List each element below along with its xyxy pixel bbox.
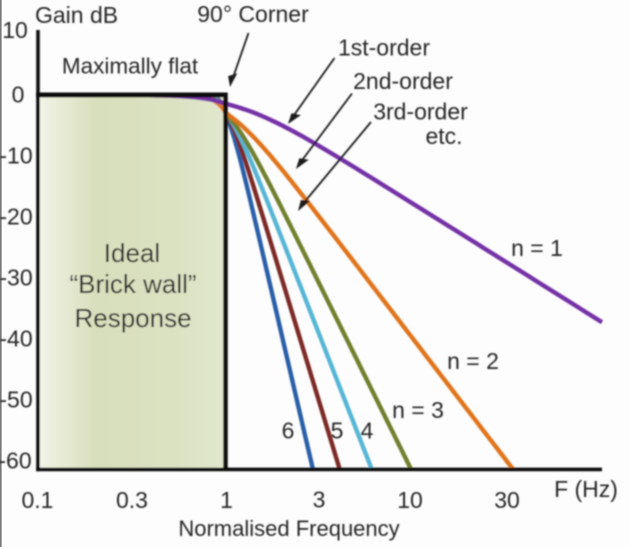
svg-text:30: 30: [494, 487, 520, 513]
svg-text:2nd-order: 2nd-order: [353, 68, 453, 94]
svg-text:-40: -40: [0, 326, 33, 352]
svg-text:10: 10: [397, 487, 423, 513]
svg-text:Ideal: Ideal: [104, 238, 160, 268]
svg-text:-60: -60: [0, 448, 32, 474]
svg-text:-20: -20: [0, 204, 33, 230]
svg-text:“Brick wall”: “Brick wall”: [69, 269, 196, 299]
svg-text:-10: -10: [0, 143, 33, 169]
svg-text:0: 0: [12, 82, 25, 108]
svg-text:Response: Response: [74, 303, 191, 333]
svg-text:Normalised Frequency: Normalised Frequency: [178, 516, 399, 541]
svg-text:3: 3: [313, 487, 326, 513]
svg-text:-30: -30: [0, 265, 33, 291]
svg-text:n = 3: n = 3: [392, 397, 444, 423]
svg-text:F (Hz): F (Hz): [554, 476, 618, 502]
svg-text:Gain dB: Gain dB: [35, 2, 118, 28]
svg-text:1: 1: [220, 487, 233, 513]
svg-text:6: 6: [282, 418, 295, 444]
svg-text:-50: -50: [0, 387, 33, 413]
svg-text:n = 1: n = 1: [511, 235, 563, 261]
svg-text:4: 4: [361, 418, 374, 444]
svg-text:0.1: 0.1: [22, 487, 54, 513]
svg-text:10: 10: [2, 17, 28, 43]
svg-text:3rd-order: 3rd-order: [373, 99, 468, 125]
svg-text:etc.: etc.: [425, 123, 462, 149]
svg-text:n = 2: n = 2: [447, 348, 499, 374]
svg-text:1st-order: 1st-order: [338, 35, 430, 61]
svg-text:5: 5: [331, 418, 344, 444]
svg-text:Maximally flat: Maximally flat: [62, 54, 199, 79]
svg-text:0.3: 0.3: [116, 487, 148, 513]
svg-text:90° Corner: 90° Corner: [197, 1, 309, 27]
